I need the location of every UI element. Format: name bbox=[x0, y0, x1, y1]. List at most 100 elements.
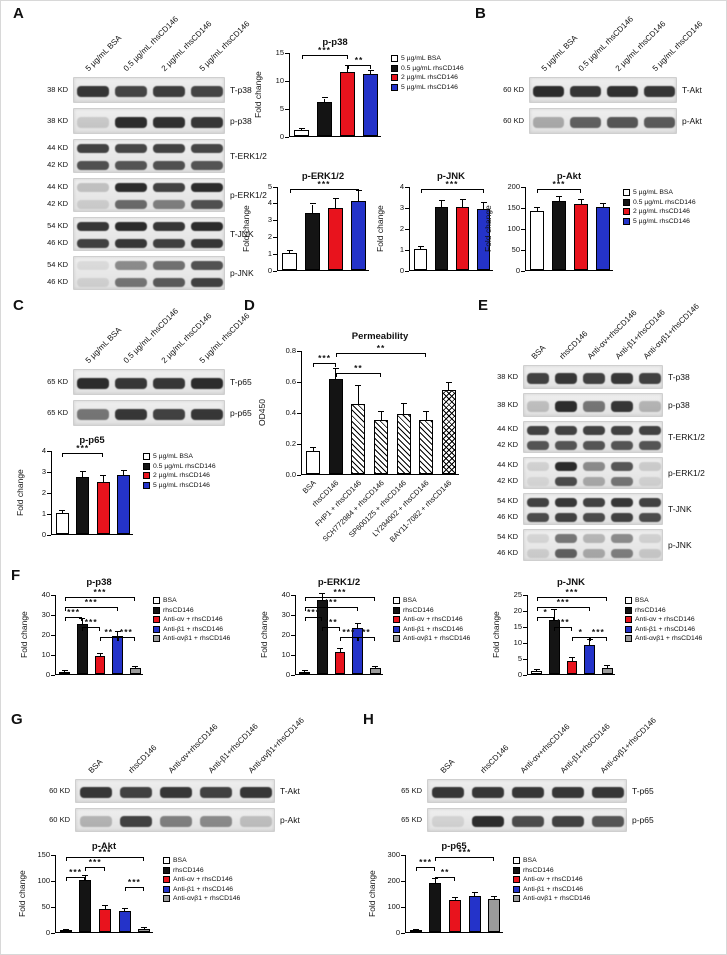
mw-label: 38 KD bbox=[47, 116, 68, 126]
significance-bracket bbox=[313, 363, 336, 367]
blot-box bbox=[73, 400, 225, 426]
significance-bracket bbox=[301, 55, 348, 59]
bar-0 bbox=[282, 253, 297, 270]
legend-label: Anti-αvβ1 + rhsCD146 bbox=[173, 895, 241, 902]
blot-band bbox=[153, 200, 185, 209]
y-tick-label: 0 bbox=[515, 265, 520, 275]
blot-protein-label: p-ERK1/2 bbox=[230, 190, 267, 200]
blot-band bbox=[77, 200, 109, 209]
legend: BSA rhsCD146 Anti-αv + rhsCD146 Anti-β1 + r… bbox=[393, 597, 470, 642]
significance-bracket bbox=[82, 627, 100, 631]
blot-row: 44 KD 42 KD p-ERK1/2 bbox=[487, 457, 726, 489]
legend-label: 2 µg/mL rhsCD146 bbox=[153, 472, 210, 479]
y-tick-label: 25 bbox=[513, 589, 522, 599]
blot-row: 44 KD 42 KD p-ERK1/2 bbox=[29, 178, 299, 212]
blot-row: 54 KD 46 KD p-JNK bbox=[29, 256, 299, 290]
bar-3 bbox=[374, 419, 388, 474]
blot-box bbox=[73, 256, 225, 290]
error-bar bbox=[339, 649, 341, 652]
y-tick-mark bbox=[405, 270, 409, 272]
error-bar bbox=[474, 893, 476, 896]
y-tick-label: 150 bbox=[37, 849, 50, 859]
error-bar-cap bbox=[578, 199, 584, 201]
legend-swatch bbox=[623, 189, 630, 196]
y-tick-label: 0.4 bbox=[285, 407, 296, 417]
legend-item: Anti-β1 + rhsCD146 bbox=[393, 625, 470, 633]
blot-band bbox=[79, 815, 113, 827]
mw-label: 38 KD bbox=[47, 85, 68, 95]
error-bar-cap bbox=[372, 666, 379, 667]
significance-label: *** bbox=[458, 847, 472, 857]
y-tick-label: 10 bbox=[41, 649, 50, 659]
chart-title: p-ERK1/2 bbox=[301, 171, 345, 182]
blot-lane-label: BSA bbox=[86, 757, 105, 775]
legend: 5 µg/mL BSA 0.5 µg/mL rhsCD146 2 µg/mL rhs… bbox=[623, 189, 696, 225]
blot-band bbox=[582, 372, 606, 384]
mw-label: 54 KD bbox=[497, 532, 518, 542]
y-tick-label: 0 bbox=[285, 669, 290, 679]
blot-band bbox=[153, 161, 185, 170]
error-bar bbox=[403, 404, 405, 414]
error-bar bbox=[580, 200, 582, 204]
legend-label: rhsCD146 bbox=[173, 866, 204, 874]
blot-lane-label: 5 µg/mL BSA bbox=[83, 33, 124, 73]
mw-labels: 54 KD 46 KD bbox=[29, 256, 73, 290]
error-bar bbox=[143, 928, 145, 929]
blot-band bbox=[582, 426, 606, 435]
chart-b-p-akt: p-Akt Fold change *** 0 50 100 150 200 5 µg/mL B… bbox=[483, 171, 726, 303]
error-bar bbox=[454, 898, 456, 901]
error-bar bbox=[312, 447, 314, 451]
blot-box bbox=[73, 139, 225, 173]
legend-item: rhsCD146 bbox=[513, 866, 590, 874]
blot-band bbox=[153, 85, 185, 97]
y-tick-mark bbox=[47, 471, 51, 473]
error-bar bbox=[358, 191, 359, 202]
error-bar bbox=[324, 98, 325, 103]
y-tick-label: 0 bbox=[399, 265, 404, 275]
y-tick-mark bbox=[523, 610, 527, 612]
bar-3 bbox=[352, 628, 364, 674]
y-tick-label: 0 bbox=[267, 265, 272, 275]
error-bar bbox=[420, 246, 421, 249]
mw-label: 60 KD bbox=[503, 85, 524, 95]
blot-band bbox=[153, 408, 185, 420]
blot-band bbox=[582, 441, 606, 450]
blot-protein-label: T-ERK1/2 bbox=[668, 432, 705, 442]
error-bar-cap bbox=[378, 411, 384, 412]
legend-label: BSA bbox=[635, 597, 649, 604]
error-bar-cap bbox=[569, 657, 575, 658]
bar-2 bbox=[351, 404, 366, 474]
chart-f-p-erk12: p-ERK1/2 Fold change *** *** *** *** *** ** 0 10 2… bbox=[259, 577, 494, 707]
y-tick-label: 4 bbox=[41, 445, 46, 455]
blot-band bbox=[582, 549, 606, 558]
mw-labels: 54 KD 46 KD bbox=[487, 493, 523, 525]
blot-protein-label: p-p65 bbox=[632, 815, 654, 825]
bar-4 bbox=[129, 668, 141, 674]
blot-band bbox=[77, 183, 109, 192]
chart-title: p-JNK bbox=[557, 577, 585, 588]
legend-label: 5 µg/mL BSA bbox=[401, 55, 441, 62]
blot-band bbox=[191, 261, 223, 270]
blot-band bbox=[191, 222, 223, 231]
legend-item: BSA bbox=[513, 857, 590, 864]
significance-label: *** bbox=[342, 627, 356, 637]
error-bar bbox=[441, 200, 442, 207]
blot-band bbox=[153, 261, 185, 270]
legend-label: Anti-β1 + rhsCD146 bbox=[173, 885, 234, 893]
blot-band bbox=[551, 815, 585, 827]
y-tick-mark bbox=[273, 253, 277, 255]
y-tick-mark bbox=[297, 474, 301, 476]
blot-protein-label: T-p65 bbox=[632, 786, 654, 796]
legend-label: rhsCD146 bbox=[163, 606, 194, 614]
legend-item: Anti-αv + rhsCD146 bbox=[513, 876, 590, 883]
y-tick-mark bbox=[51, 614, 55, 616]
blot-row: 38 KD p-p38 bbox=[29, 108, 299, 134]
error-bar bbox=[117, 632, 119, 636]
mw-labels: 60 KD bbox=[493, 108, 529, 134]
y-tick-mark bbox=[47, 534, 51, 536]
blot-band bbox=[191, 144, 223, 153]
bar-2 bbox=[455, 207, 469, 270]
blot-row: 65 KD T-p65 bbox=[389, 779, 679, 803]
significance-bracket bbox=[335, 373, 381, 377]
chart-title: p-JNK bbox=[437, 171, 465, 182]
